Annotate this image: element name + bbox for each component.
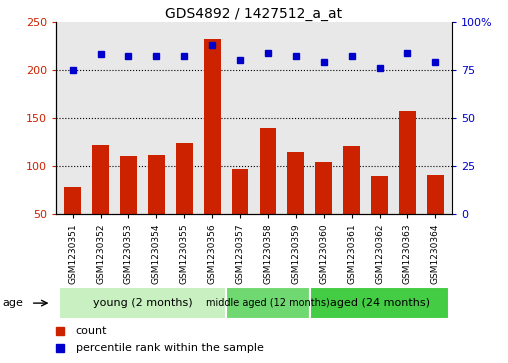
Bar bbox=[232, 169, 248, 214]
Bar bbox=[120, 156, 137, 214]
Bar bbox=[288, 152, 304, 214]
Bar bbox=[427, 175, 444, 214]
Text: aged (24 months): aged (24 months) bbox=[330, 298, 430, 308]
Bar bbox=[371, 176, 388, 214]
Bar bbox=[226, 287, 310, 319]
Bar bbox=[204, 39, 220, 214]
Bar bbox=[310, 287, 450, 319]
Bar bbox=[148, 155, 165, 214]
Text: GDS4892 / 1427512_a_at: GDS4892 / 1427512_a_at bbox=[166, 7, 342, 21]
Bar bbox=[315, 162, 332, 214]
Bar bbox=[92, 145, 109, 214]
Text: count: count bbox=[76, 326, 107, 336]
Bar bbox=[260, 127, 276, 214]
Bar bbox=[64, 187, 81, 214]
Bar bbox=[176, 143, 193, 214]
Text: percentile rank within the sample: percentile rank within the sample bbox=[76, 343, 264, 353]
Text: middle aged (12 months): middle aged (12 months) bbox=[206, 298, 330, 308]
Text: young (2 months): young (2 months) bbox=[92, 298, 192, 308]
Bar bbox=[343, 146, 360, 214]
Bar bbox=[399, 111, 416, 214]
Text: age: age bbox=[3, 298, 23, 308]
Bar bbox=[58, 287, 226, 319]
